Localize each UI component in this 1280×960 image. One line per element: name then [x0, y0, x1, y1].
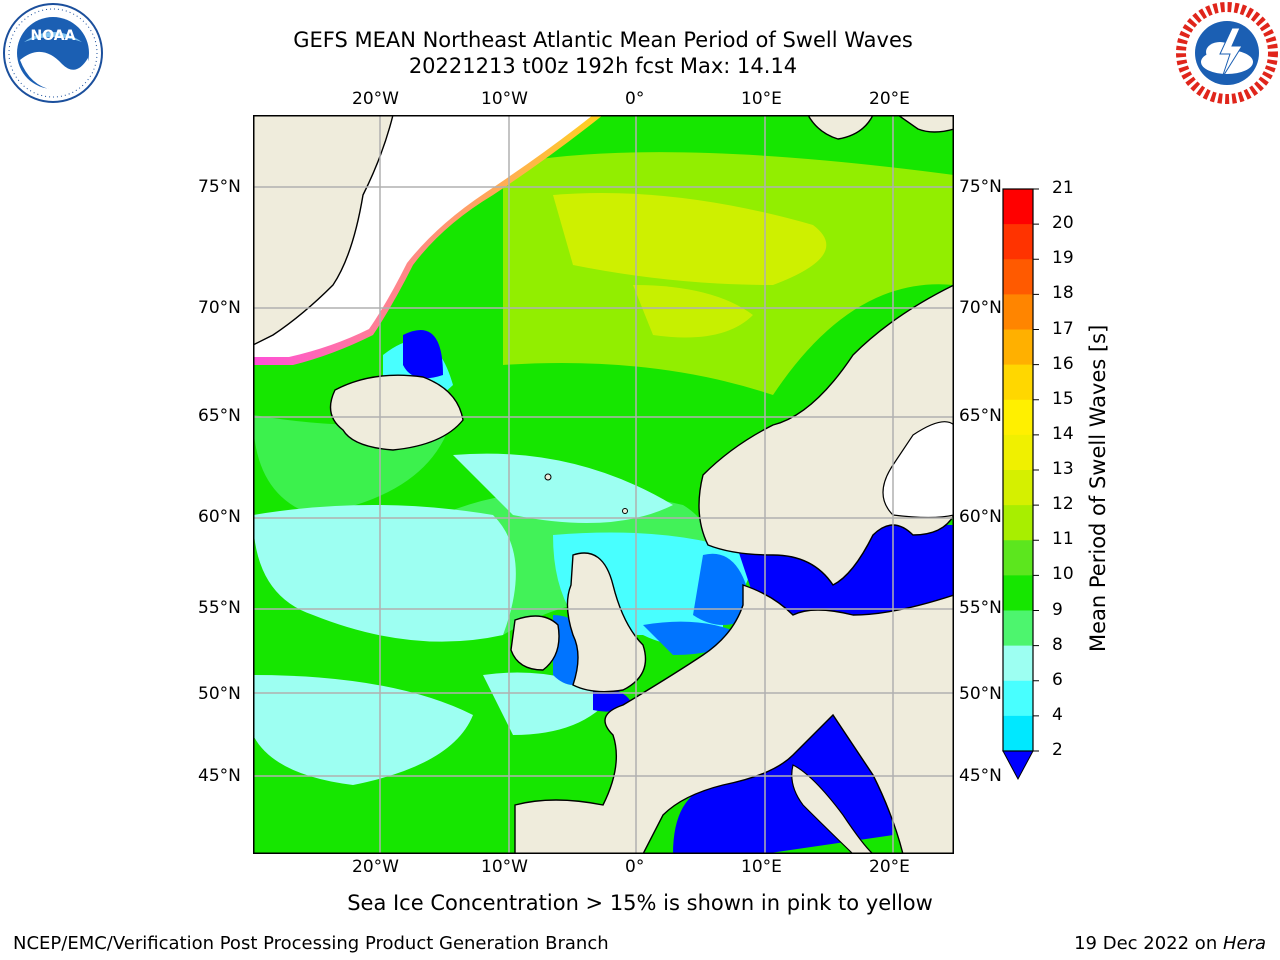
chart-subtitle: 20221213 t00z 192h fcst Max: 14.14	[408, 54, 798, 78]
lon-tick-top-10e: 10°E	[741, 89, 782, 109]
colorbar-band	[1003, 364, 1033, 401]
colorbar-band	[1003, 540, 1033, 576]
lon-tick-top-0: 0°	[625, 89, 645, 109]
colorbar-tick-label: 16	[1052, 353, 1074, 374]
lat-tick-right-75n: 75°N	[959, 177, 1002, 197]
colorbar-tick-label: 14	[1052, 423, 1074, 444]
ireland-land	[510, 615, 560, 671]
italy-land	[791, 764, 874, 854]
colorbar-label: Mean Period of Swell Waves [s]	[1086, 324, 1110, 652]
iceland-land	[329, 374, 464, 451]
colorbar-band	[1003, 399, 1033, 436]
colorbar	[1002, 188, 1039, 781]
colorbar-band	[1003, 259, 1033, 295]
swell-band-13s-b	[633, 285, 753, 338]
colorbar-band	[1003, 645, 1033, 682]
chart-title: GEFS MEAN Northeast Atlantic Mean Period…	[293, 28, 913, 52]
colorbar-band	[1003, 224, 1033, 260]
lon-tick-top-10w: 10°W	[481, 89, 528, 109]
colorbar-tick-label: 12	[1052, 494, 1074, 515]
swell-region-9s-b	[453, 453, 673, 523]
lat-tick-left-70n: 70°N	[198, 298, 241, 318]
noaa-logo-icon: NOAA	[3, 3, 103, 103]
shetland-islands	[622, 508, 628, 514]
lat-tick-left-60n: 60°N	[198, 507, 241, 527]
lat-tick-left-65n: 65°N	[198, 406, 241, 426]
colorbar-tick-label: 2	[1052, 740, 1063, 760]
lon-tick-top-20e: 20°E	[869, 89, 910, 109]
colorbar-band	[1003, 505, 1033, 541]
colorbar-tick-label: 9	[1052, 599, 1063, 620]
colorbar-band	[1003, 575, 1033, 611]
colorbar-band	[1003, 680, 1033, 717]
colorbar-tick-label: 19	[1052, 248, 1074, 269]
faroe-islands	[544, 473, 552, 481]
colorbar-tick-label: 20	[1052, 213, 1074, 234]
colorbar-band	[1003, 715, 1033, 752]
graticule	[253, 115, 954, 854]
footer-date-text: 19 Dec 2022 on	[1074, 933, 1223, 954]
great-britain-land	[566, 552, 647, 693]
continental-europe-land	[514, 584, 954, 854]
swell-region-9s-a	[253, 505, 516, 642]
lat-tick-left-50n: 50°N	[198, 684, 241, 704]
nws-logo-icon	[1176, 2, 1278, 104]
lon-tick-bottom-20w: 20°W	[352, 857, 399, 877]
colorbar-band	[1003, 434, 1033, 471]
colorbar-tick-label: 17	[1052, 318, 1074, 339]
swell-region-skagerrak	[693, 553, 753, 625]
swell-region-north-iceland	[403, 330, 443, 379]
map-frame	[253, 115, 954, 854]
swell-region-9s-c	[253, 675, 473, 785]
colorbar-tick-label: 10	[1052, 564, 1074, 585]
colorbar-band	[1003, 189, 1033, 225]
colorbar-tick-label: 6	[1052, 669, 1063, 690]
colorbar-tick-label: 18	[1052, 283, 1074, 304]
lon-tick-bottom-0: 0°	[625, 857, 645, 877]
colorbar-band	[1003, 294, 1033, 330]
colorbar-tick-label: 13	[1052, 459, 1074, 479]
swell-band-13s	[553, 193, 827, 285]
greenland-land	[253, 115, 394, 346]
colorbar-band	[1003, 470, 1033, 506]
colorbar-tick-label: 4	[1052, 704, 1063, 725]
sea-ice-caption: Sea Ice Concentration > 15% is shown in …	[347, 891, 933, 915]
svalbard-land	[807, 115, 874, 140]
lat-tick-right-60n: 60°N	[959, 507, 1002, 527]
colorbar-band	[1003, 329, 1033, 366]
footer-branch: NCEP/EMC/Verification Post Processing Pr…	[13, 933, 609, 954]
lon-tick-bottom-20e: 20°E	[869, 857, 910, 877]
lon-tick-bottom-10w: 10°W	[481, 857, 528, 877]
lat-tick-left-55n: 55°N	[198, 598, 241, 618]
colorbar-tick-label: 11	[1052, 529, 1074, 550]
lat-tick-left-75n: 75°N	[198, 177, 241, 197]
lat-tick-right-70n: 70°N	[959, 298, 1002, 318]
lat-tick-right-45n: 45°N	[959, 766, 1002, 786]
colorbar-band	[1003, 610, 1033, 647]
footer-machine: Hera	[1222, 933, 1266, 954]
colorbar-under-arrow	[1002, 750, 1034, 781]
colorbar-tick-label: 15	[1052, 388, 1074, 409]
colorbar-tick-label: 21	[1052, 178, 1074, 198]
colorbar-tick-label: 8	[1052, 634, 1063, 655]
lon-tick-bottom-10e: 10°E	[741, 857, 782, 877]
map-panel	[253, 115, 954, 854]
lon-tick-top-20w: 20°W	[352, 89, 399, 109]
lat-tick-right-55n: 55°N	[959, 598, 1002, 618]
lat-tick-left-45n: 45°N	[198, 766, 241, 786]
svg-text:NOAA: NOAA	[31, 28, 76, 44]
lat-tick-right-65n: 65°N	[959, 406, 1002, 426]
footer-date: 19 Dec 2022 on Hera	[1074, 933, 1266, 954]
lat-tick-right-50n: 50°N	[959, 684, 1002, 704]
